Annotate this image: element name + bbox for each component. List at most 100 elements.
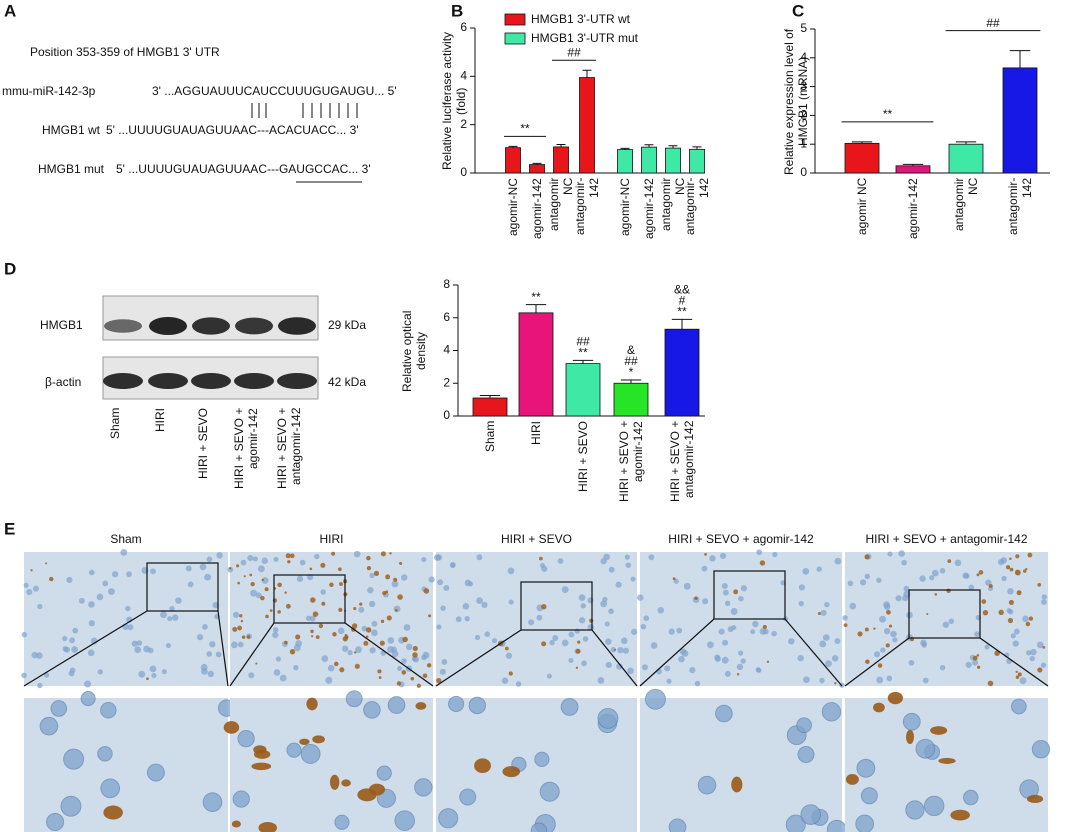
zoom-line (435, 629, 522, 687)
nucleus (528, 619, 535, 626)
nucleus (230, 641, 238, 649)
nucleus (240, 559, 247, 566)
nucleus (648, 554, 655, 561)
stain (428, 614, 432, 618)
nucleus (561, 586, 569, 594)
panel-letter: E (4, 519, 15, 538)
nucleus (780, 580, 786, 586)
x-tick-label: agomir-142 (906, 178, 920, 239)
nucleus (252, 556, 258, 562)
stain (246, 635, 251, 639)
nucleus (167, 616, 173, 622)
stain (264, 587, 269, 592)
stain (1025, 621, 1031, 627)
y-tick-label: 3 (800, 79, 807, 93)
panel-letter: D (4, 259, 16, 278)
nucleus (892, 637, 898, 643)
nucleus (227, 566, 234, 573)
nucleus (820, 609, 827, 616)
nucleus (643, 615, 650, 622)
stain (865, 659, 870, 664)
stain (363, 640, 369, 646)
significance-label: ## (567, 45, 581, 59)
stain (339, 667, 345, 673)
nucleus (72, 627, 79, 634)
nucleus (347, 650, 353, 656)
nucleus (505, 652, 513, 659)
nucleus (948, 618, 955, 625)
nucleus (371, 620, 378, 627)
nucleus (405, 643, 413, 651)
nucleus (683, 582, 691, 590)
bar (689, 148, 705, 174)
stain (386, 615, 392, 621)
bar (948, 143, 984, 174)
stain (1037, 667, 1043, 673)
nucleus (763, 628, 769, 635)
stain (1023, 569, 1027, 573)
bar (472, 397, 508, 417)
stain (934, 593, 938, 596)
nucleus (275, 656, 281, 662)
nucleus (143, 645, 151, 653)
stain (232, 626, 238, 632)
bar (613, 382, 649, 417)
blot-band (235, 317, 273, 335)
nucleus (721, 582, 728, 589)
x-tick-label: agomir-142 (530, 178, 544, 239)
nucleus (883, 627, 891, 635)
stain (1037, 583, 1042, 587)
nucleus (756, 667, 762, 673)
y-tick-label: 8 (443, 277, 450, 291)
nucleus (641, 664, 648, 671)
nucleus (272, 627, 279, 633)
nucleus (860, 787, 878, 805)
nucleus (305, 615, 312, 621)
stain (354, 663, 360, 669)
error-bar (532, 162, 542, 165)
nucleus (965, 661, 972, 668)
nucleus (355, 646, 362, 654)
stain (250, 581, 255, 587)
nucleus (903, 585, 910, 592)
stain (426, 663, 432, 668)
stain (357, 788, 377, 802)
nucleus (1036, 641, 1044, 649)
nucleus (730, 608, 738, 615)
stain (311, 635, 314, 638)
nucleus (69, 667, 76, 673)
nucleus (536, 614, 543, 621)
blot-band (103, 373, 143, 389)
stain (926, 613, 929, 616)
stain (339, 582, 343, 587)
nucleus (202, 792, 223, 812)
stain (982, 609, 989, 616)
stain (310, 597, 316, 603)
bar (665, 147, 681, 174)
stain (45, 562, 48, 565)
y-tick-label: 2 (443, 375, 450, 389)
nucleus (714, 654, 721, 661)
nucleus (1001, 575, 1007, 582)
bar (844, 142, 880, 174)
nucleus (273, 556, 279, 562)
nucleus (127, 624, 134, 631)
nucleus (293, 665, 299, 671)
nucleus (831, 655, 839, 662)
significance-label: ** (520, 122, 530, 136)
nucleus (36, 652, 43, 659)
nucleus (605, 661, 612, 669)
blot-band-name: HMGB1 (40, 318, 83, 332)
nucleus (172, 614, 179, 621)
nucleus (1030, 648, 1037, 656)
nucleus (752, 620, 759, 628)
nucleus (37, 682, 43, 689)
nucleus (1013, 628, 1020, 635)
nucleus (876, 577, 882, 583)
stain (338, 607, 343, 613)
nucleus (796, 717, 812, 734)
lane-label: HIRI + SEVO + agomir-142 (232, 408, 260, 490)
stain (397, 594, 403, 600)
nucleus (459, 788, 477, 806)
nucleus (441, 658, 448, 665)
